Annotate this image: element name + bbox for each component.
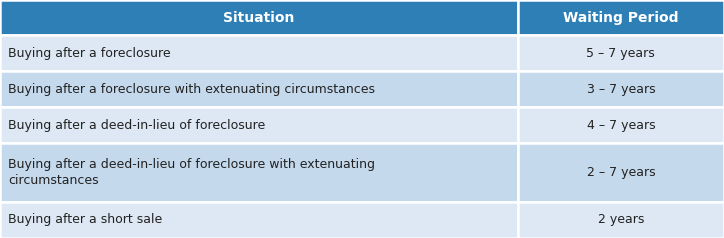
Text: Buying after a short sale: Buying after a short sale bbox=[8, 213, 162, 226]
Text: 2 years: 2 years bbox=[597, 213, 644, 226]
Bar bbox=[518, 202, 724, 238]
Text: Buying after a foreclosure with extenuating circumstances: Buying after a foreclosure with extenuat… bbox=[8, 83, 375, 96]
Bar bbox=[518, 71, 724, 107]
Text: Waiting Period: Waiting Period bbox=[563, 10, 678, 25]
Bar bbox=[0, 0, 518, 35]
Text: Buying after a foreclosure: Buying after a foreclosure bbox=[8, 47, 171, 60]
Text: 2 – 7 years: 2 – 7 years bbox=[586, 166, 655, 179]
Bar bbox=[0, 35, 518, 71]
Text: 4 – 7 years: 4 – 7 years bbox=[586, 119, 655, 132]
Bar bbox=[518, 0, 724, 35]
Bar bbox=[518, 107, 724, 143]
Text: Situation: Situation bbox=[223, 10, 295, 25]
Bar bbox=[0, 143, 518, 202]
Text: Buying after a deed-in-lieu of foreclosure with extenuating
circumstances: Buying after a deed-in-lieu of foreclosu… bbox=[8, 158, 375, 187]
Text: 5 – 7 years: 5 – 7 years bbox=[586, 47, 655, 60]
Bar bbox=[518, 35, 724, 71]
Text: 3 – 7 years: 3 – 7 years bbox=[586, 83, 655, 96]
Text: Buying after a deed-in-lieu of foreclosure: Buying after a deed-in-lieu of foreclosu… bbox=[8, 119, 265, 132]
Bar bbox=[0, 202, 518, 238]
Bar bbox=[0, 71, 518, 107]
Bar bbox=[0, 107, 518, 143]
Bar bbox=[518, 143, 724, 202]
